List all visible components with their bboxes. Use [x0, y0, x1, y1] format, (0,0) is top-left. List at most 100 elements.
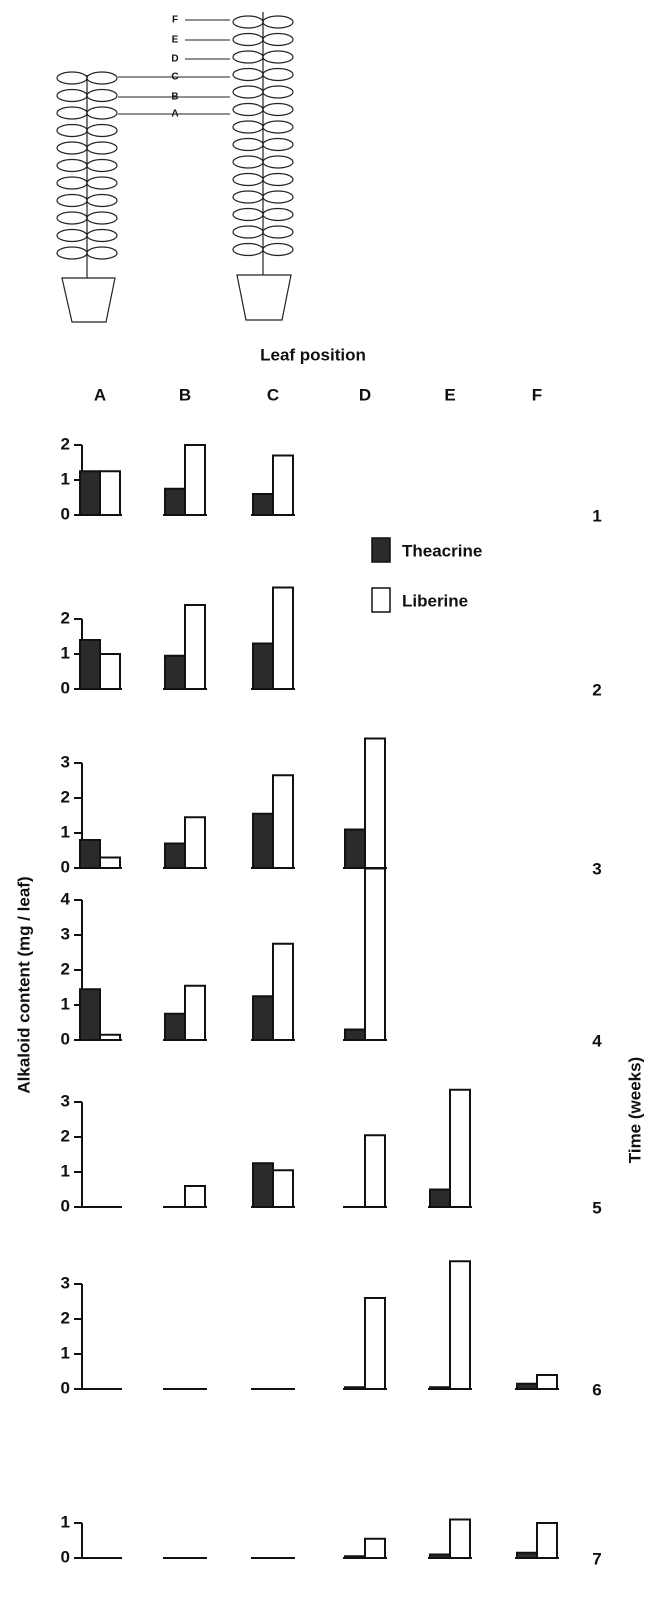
- y-tick-label: 2: [61, 608, 70, 627]
- legend-label: Theacrine: [402, 541, 482, 560]
- bar: [450, 1090, 470, 1207]
- leaf: [233, 191, 263, 203]
- bar: [365, 1539, 385, 1558]
- pot: [237, 275, 291, 320]
- leaf: [57, 72, 87, 84]
- bar: [185, 1186, 205, 1207]
- leaf: [263, 69, 293, 81]
- category-label: F: [532, 385, 542, 404]
- y-tick-label: 3: [61, 924, 70, 943]
- bar: [100, 471, 120, 515]
- y-tick-label: 1: [61, 469, 70, 488]
- bar: [345, 1387, 365, 1389]
- leaf: [233, 174, 263, 186]
- bar: [253, 814, 273, 868]
- y-tick-label: 2: [61, 787, 70, 806]
- leaf: [233, 121, 263, 133]
- pot: [62, 278, 115, 322]
- y-tick-label: 2: [61, 434, 70, 453]
- leaf: [263, 226, 293, 238]
- y-tick-label: 2: [61, 959, 70, 978]
- y-tick-label: 2: [61, 1126, 70, 1145]
- bar: [185, 445, 205, 515]
- bar: [165, 656, 185, 689]
- y-tick-label: 0: [61, 1196, 70, 1215]
- leaf: [87, 230, 117, 242]
- leaf-label: E: [172, 35, 179, 46]
- bar: [80, 471, 100, 515]
- y-tick-label: 3: [61, 1273, 70, 1292]
- category-label: C: [267, 385, 279, 404]
- leaf: [263, 244, 293, 256]
- leaf: [263, 104, 293, 116]
- leaf-label: F: [172, 15, 178, 26]
- bar: [185, 605, 205, 689]
- bar: [517, 1553, 537, 1558]
- leaf: [87, 107, 117, 119]
- panel-label: 6: [592, 1380, 601, 1399]
- y-tick-label: 0: [61, 857, 70, 876]
- bar: [80, 840, 100, 868]
- y-tick-label: 1: [61, 994, 70, 1013]
- leaf: [87, 247, 117, 259]
- panel-label: 1: [592, 506, 601, 525]
- y-tick-label: 0: [61, 1547, 70, 1566]
- bar: [273, 775, 293, 868]
- leaf: [263, 191, 293, 203]
- bar: [537, 1523, 557, 1558]
- leaf: [87, 142, 117, 154]
- leaf: [87, 90, 117, 102]
- y2-axis-title: Time (weeks): [625, 1057, 644, 1163]
- bar: [253, 494, 273, 515]
- bar: [100, 654, 120, 689]
- bar: [273, 588, 293, 690]
- leaf: [233, 244, 263, 256]
- y-tick-label: 0: [61, 1029, 70, 1048]
- leaf: [233, 34, 263, 46]
- leaf: [57, 160, 87, 172]
- leaf: [87, 160, 117, 172]
- y-tick-label: 0: [61, 504, 70, 523]
- y-axis-title: Alkaloid content (mg / leaf): [14, 876, 33, 1093]
- bar: [430, 1190, 450, 1208]
- leaf: [233, 69, 263, 81]
- leaf: [233, 209, 263, 221]
- bar: [450, 1261, 470, 1389]
- bar: [185, 817, 205, 868]
- y-tick-label: 0: [61, 1378, 70, 1397]
- bar: [80, 989, 100, 1040]
- y-tick-label: 3: [61, 752, 70, 771]
- leaf: [233, 156, 263, 168]
- bar: [165, 1014, 185, 1040]
- leaf: [263, 156, 293, 168]
- bar: [345, 830, 365, 869]
- leaf: [87, 212, 117, 224]
- y-tick-label: 4: [61, 889, 71, 908]
- y-tick-label: 2: [61, 1308, 70, 1327]
- leaf: [233, 104, 263, 116]
- panel-label: 7: [592, 1549, 601, 1568]
- leaf: [57, 107, 87, 119]
- leaf: [57, 195, 87, 207]
- y-tick-label: 3: [61, 1091, 70, 1110]
- bar: [430, 1387, 450, 1389]
- y-tick-label: 0: [61, 678, 70, 697]
- leaf: [263, 121, 293, 133]
- leaf: [57, 212, 87, 224]
- category-label: B: [179, 385, 191, 404]
- bar: [253, 644, 273, 690]
- category-label: E: [444, 385, 455, 404]
- bar: [273, 456, 293, 516]
- bar: [365, 1135, 385, 1207]
- leaf: [57, 125, 87, 137]
- figure: FEDCBA Leaf position Alkaloid content (m…: [0, 0, 660, 1602]
- leaf-label: D: [171, 54, 178, 65]
- y-tick-label: 1: [61, 1512, 70, 1531]
- leaf: [263, 34, 293, 46]
- bar: [345, 1556, 365, 1558]
- bar: [345, 1030, 365, 1041]
- panel-label: 5: [592, 1198, 601, 1217]
- leaf: [233, 51, 263, 63]
- leaf: [263, 86, 293, 98]
